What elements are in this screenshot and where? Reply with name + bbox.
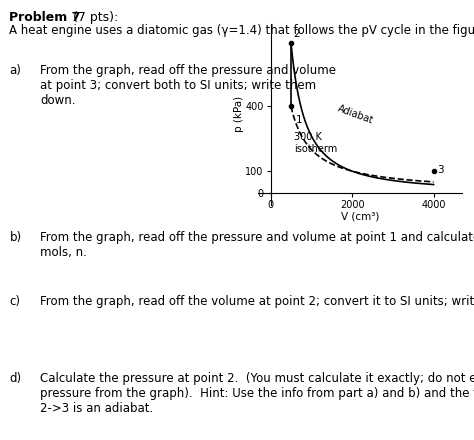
Text: From the graph, read off the pressure and volume
at point 3; convert both to SI : From the graph, read off the pressure an…: [40, 64, 336, 107]
Text: c): c): [9, 295, 20, 308]
Text: 2: 2: [293, 29, 300, 39]
Text: 300 K
isotherm: 300 K isotherm: [294, 132, 337, 154]
Text: (7 pts):: (7 pts):: [69, 11, 118, 24]
Y-axis label: p (kPa): p (kPa): [234, 96, 244, 132]
Text: Adiabat: Adiabat: [336, 103, 374, 126]
Text: 3: 3: [437, 165, 444, 175]
Text: 1: 1: [296, 115, 303, 125]
Text: d): d): [9, 372, 22, 385]
Text: Calculate the pressure at point 2.  (You must calculate it exactly; do not estim: Calculate the pressure at point 2. (You …: [40, 372, 474, 415]
Text: A heat engine uses a diatomic gas (γ=1.4) that follows the pV cycle in the figur: A heat engine uses a diatomic gas (γ=1.4…: [9, 24, 474, 37]
Text: a): a): [9, 64, 21, 77]
Text: From the graph, read off the volume at point 2; convert it to SI units; write it: From the graph, read off the volume at p…: [40, 295, 474, 308]
Text: b): b): [9, 231, 22, 244]
X-axis label: V (cm³): V (cm³): [341, 211, 379, 221]
Text: From the graph, read off the pressure and volume at point 1 and calculate the nu: From the graph, read off the pressure an…: [40, 231, 474, 259]
Text: Problem 7: Problem 7: [9, 11, 81, 24]
